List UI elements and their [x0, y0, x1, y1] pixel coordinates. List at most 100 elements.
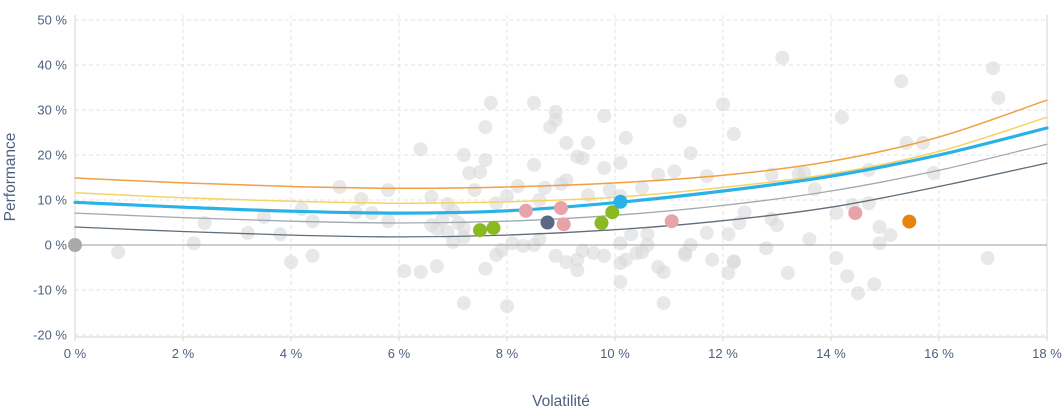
background-point[interactable]	[575, 151, 590, 166]
background-point[interactable]	[872, 236, 887, 251]
highlight-points-pink[interactable]	[554, 201, 568, 216]
background-point[interactable]	[699, 225, 714, 240]
background-point[interactable]	[597, 108, 612, 123]
background-point[interactable]	[597, 248, 612, 263]
background-point[interactable]	[721, 265, 736, 280]
background-point[interactable]	[532, 193, 547, 207]
background-point[interactable]	[478, 120, 493, 135]
background-point[interactable]	[532, 232, 547, 247]
background-point[interactable]	[797, 166, 811, 180]
background-point[interactable]	[635, 180, 649, 195]
background-point[interactable]	[851, 286, 865, 301]
background-point[interactable]	[462, 166, 477, 180]
background-point[interactable]	[435, 212, 450, 227]
background-point[interactable]	[284, 255, 298, 270]
background-point[interactable]	[559, 173, 574, 188]
background-point[interactable]	[780, 265, 795, 280]
background-point[interactable]	[624, 227, 639, 242]
background-point[interactable]	[257, 210, 271, 225]
background-point[interactable]	[478, 153, 493, 167]
background-point[interactable]	[111, 245, 126, 260]
background-point[interactable]	[883, 228, 898, 243]
highlight-points-green[interactable]	[486, 220, 501, 235]
background-point[interactable]	[915, 135, 930, 150]
background-point[interactable]	[240, 225, 255, 240]
origin-point[interactable]	[68, 238, 82, 252]
background-point[interactable]	[559, 255, 574, 270]
background-point[interactable]	[494, 243, 509, 257]
background-point[interactable]	[197, 216, 212, 230]
background-point[interactable]	[716, 97, 730, 112]
background-point[interactable]	[186, 236, 201, 251]
background-point[interactable]	[613, 156, 628, 171]
background-point[interactable]	[726, 254, 741, 269]
background-point[interactable]	[413, 142, 428, 157]
background-point[interactable]	[527, 95, 541, 110]
background-point[interactable]	[597, 161, 612, 175]
background-point[interactable]	[829, 206, 844, 221]
background-point[interactable]	[656, 265, 671, 279]
background-point[interactable]	[770, 218, 784, 233]
background-point[interactable]	[424, 189, 439, 204]
background-point[interactable]	[613, 236, 628, 251]
highlight-points-pink[interactable]	[848, 206, 863, 221]
background-point[interactable]	[397, 264, 412, 279]
background-point[interactable]	[705, 252, 720, 267]
background-point[interactable]	[575, 243, 590, 258]
background-point[interactable]	[829, 251, 844, 265]
background-point[interactable]	[764, 167, 779, 182]
background-point[interactable]	[305, 248, 320, 263]
background-point[interactable]	[516, 238, 531, 253]
highlight-points-pink[interactable]	[664, 214, 679, 229]
background-point[interactable]	[651, 167, 666, 182]
background-point[interactable]	[478, 261, 493, 276]
background-point[interactable]	[570, 263, 585, 278]
background-point[interactable]	[667, 164, 682, 179]
background-point[interactable]	[602, 183, 617, 198]
background-point[interactable]	[413, 265, 428, 279]
background-point[interactable]	[548, 112, 563, 127]
background-point[interactable]	[548, 248, 563, 263]
background-point[interactable]	[899, 135, 914, 150]
background-point[interactable]	[467, 183, 482, 198]
highlight-points-green[interactable]	[473, 223, 487, 238]
background-point[interactable]	[446, 203, 460, 218]
background-point[interactable]	[500, 189, 514, 203]
background-point[interactable]	[505, 236, 520, 251]
highlight-points-pink[interactable]	[556, 217, 571, 232]
background-point[interactable]	[894, 74, 909, 89]
background-point[interactable]	[683, 146, 698, 161]
background-point[interactable]	[527, 157, 541, 172]
background-point[interactable]	[802, 232, 817, 247]
highlight-points-green[interactable]	[605, 205, 620, 220]
background-point[interactable]	[581, 188, 595, 203]
background-point[interactable]	[980, 251, 995, 265]
background-point[interactable]	[381, 183, 396, 198]
background-point[interactable]	[656, 296, 671, 311]
background-point[interactable]	[840, 269, 855, 284]
background-point[interactable]	[759, 241, 774, 256]
background-point[interactable]	[354, 192, 369, 207]
background-point[interactable]	[613, 274, 628, 289]
background-point[interactable]	[618, 130, 633, 145]
background-point[interactable]	[581, 135, 595, 150]
highlight-point-blue[interactable]	[613, 194, 628, 209]
background-point[interactable]	[737, 205, 752, 220]
background-point[interactable]	[986, 61, 1000, 76]
background-point[interactable]	[834, 110, 849, 125]
background-point[interactable]	[473, 165, 487, 180]
background-point[interactable]	[726, 126, 741, 141]
background-point[interactable]	[618, 252, 633, 267]
highlight-point-slate[interactable]	[540, 215, 555, 230]
background-point[interactable]	[861, 196, 876, 211]
background-point[interactable]	[537, 180, 552, 195]
background-point[interactable]	[721, 227, 736, 242]
background-point[interactable]	[456, 296, 471, 311]
highlight-point-orange[interactable]	[902, 214, 917, 229]
background-point[interactable]	[294, 202, 309, 216]
background-point[interactable]	[775, 50, 790, 65]
background-point[interactable]	[991, 90, 1006, 105]
background-point[interactable]	[381, 214, 396, 229]
background-point[interactable]	[640, 227, 655, 242]
background-point[interactable]	[586, 246, 601, 261]
